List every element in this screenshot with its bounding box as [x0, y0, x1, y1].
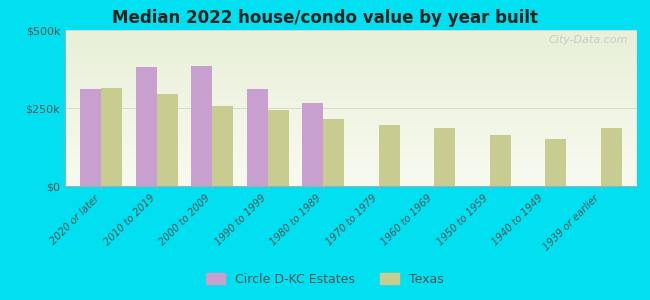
Bar	[157, 94, 177, 186]
Bar	[379, 125, 400, 186]
Bar	[434, 128, 456, 186]
Bar	[302, 103, 323, 186]
Text: City-Data.com: City-Data.com	[549, 35, 629, 45]
Bar	[212, 106, 233, 186]
Text: Median 2022 house/condo value by year built: Median 2022 house/condo value by year bu…	[112, 9, 538, 27]
Bar	[601, 128, 622, 186]
Bar	[136, 68, 157, 186]
Bar	[101, 88, 122, 186]
Bar	[246, 89, 268, 186]
Bar	[80, 89, 101, 186]
Bar	[490, 134, 511, 186]
Legend: Circle D-KC Estates, Texas: Circle D-KC Estates, Texas	[202, 268, 448, 291]
Bar	[191, 66, 212, 186]
Bar	[268, 110, 289, 186]
Bar	[323, 119, 345, 186]
Bar	[545, 139, 566, 186]
